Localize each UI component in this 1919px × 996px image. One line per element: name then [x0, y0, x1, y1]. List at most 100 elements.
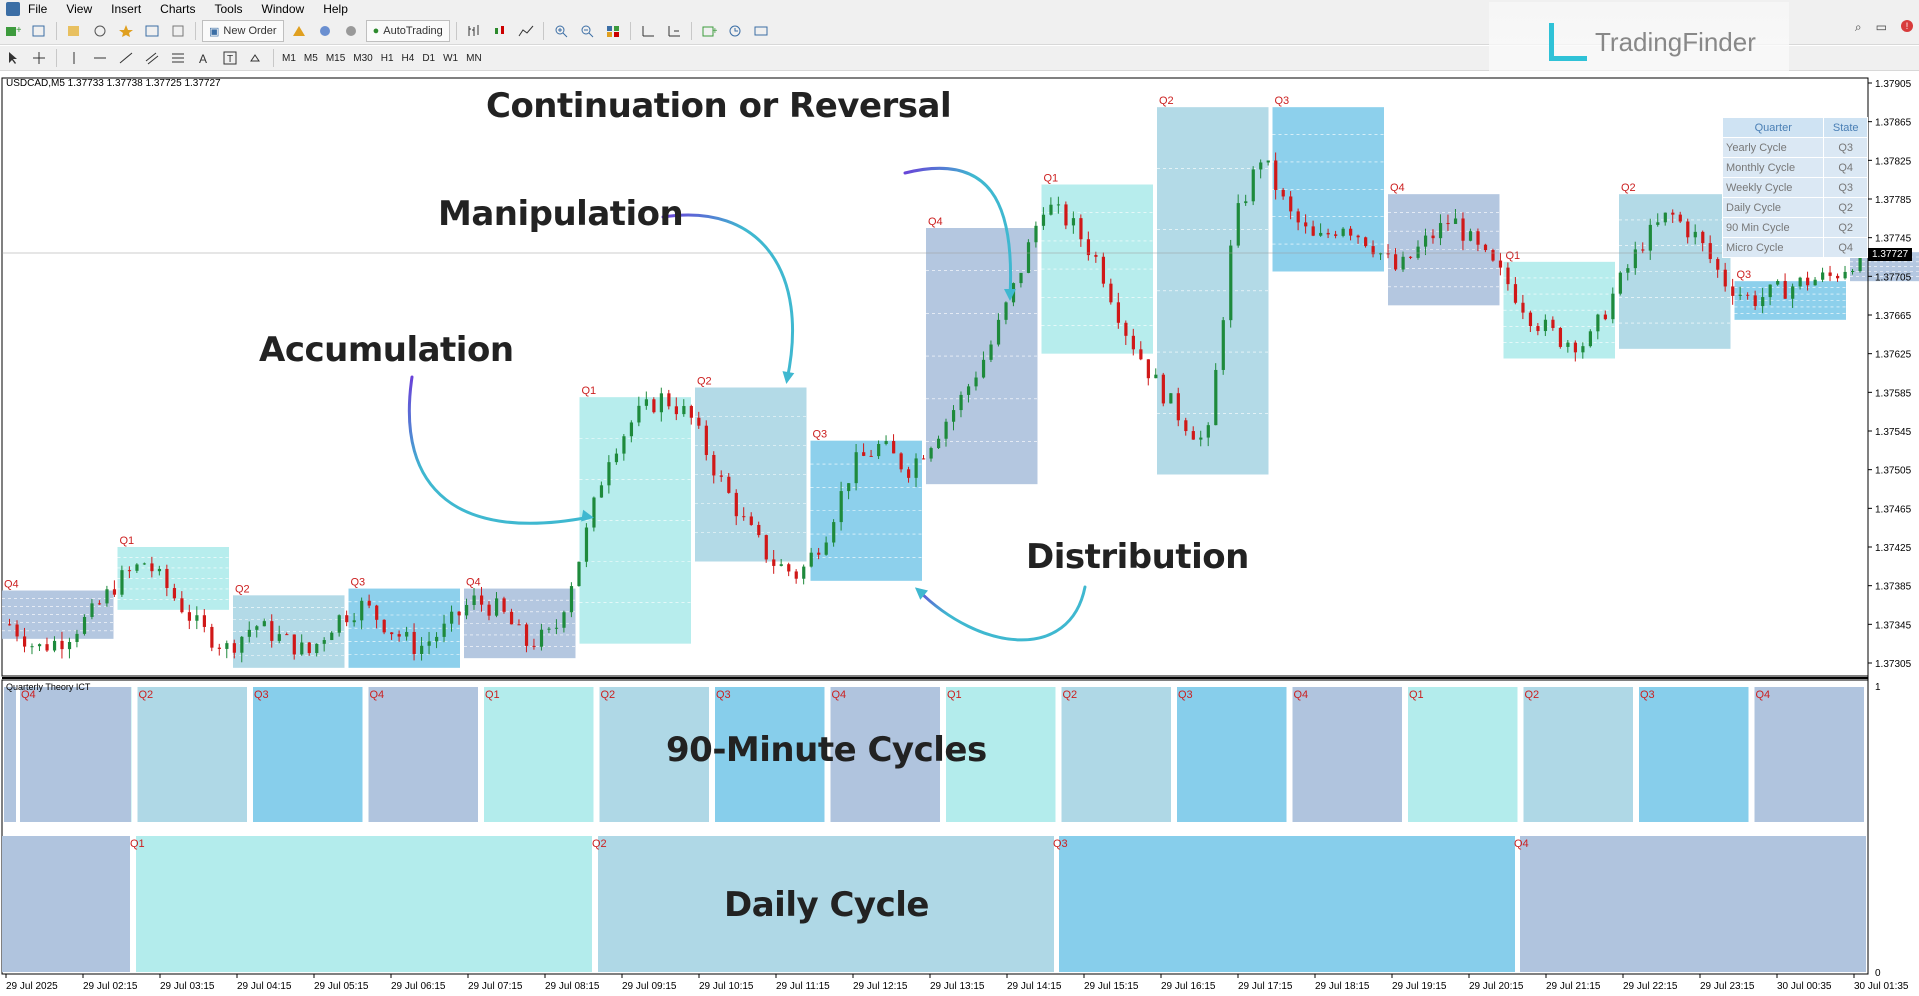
time-tick-label: 29 Jul 10:15 [699, 981, 754, 992]
candle-body [142, 563, 147, 565]
candlestick-icon[interactable] [489, 20, 511, 42]
time-tick-label: 29 Jul 07:15 [468, 981, 523, 992]
metaeditor-icon[interactable] [288, 20, 310, 42]
profiles-icon[interactable] [28, 20, 50, 42]
trendline-icon[interactable] [115, 47, 137, 69]
market-icon[interactable] [340, 20, 362, 42]
table-header-quarter: Quarter [1721, 117, 1825, 138]
menu-charts[interactable]: Charts [160, 2, 196, 16]
candle-body [1791, 286, 1795, 299]
zoom-out-icon[interactable] [576, 20, 598, 42]
chart-shift-icon[interactable] [637, 20, 659, 42]
timeframe-m30[interactable]: M30 [353, 52, 373, 64]
search-icon[interactable]: ⌕ [1854, 20, 1862, 34]
candle-body [1139, 349, 1143, 360]
menu-view[interactable]: View [66, 2, 93, 16]
candle-body [1843, 271, 1847, 279]
cycle-90-label: Q1 [1409, 689, 1424, 701]
candle-body [817, 552, 821, 555]
timeframe-h4[interactable]: H4 [401, 52, 415, 64]
periods-icon[interactable] [724, 20, 746, 42]
menu-window[interactable]: Window [261, 2, 305, 16]
quarter-label: Q2 [1159, 95, 1174, 107]
autoscroll-icon[interactable] [663, 20, 685, 42]
menu-help[interactable]: Help [323, 2, 348, 16]
candle-body [457, 611, 461, 616]
vertical-line-icon[interactable] [63, 47, 85, 69]
timeframe-w1[interactable]: W1 [443, 52, 459, 64]
candle-body [1851, 270, 1855, 272]
candle-body [1191, 431, 1195, 440]
menu-tools[interactable]: Tools [214, 2, 243, 16]
new-order-button[interactable]: ▣ New Order [202, 20, 284, 42]
signals-icon[interactable] [314, 20, 336, 42]
auto-trading-button[interactable]: ● AutoTrading [365, 20, 450, 42]
candle-body [1678, 214, 1682, 222]
candle-body [569, 586, 574, 613]
terminal-icon[interactable] [141, 20, 163, 42]
timeframe-mn[interactable]: MN [466, 52, 482, 64]
candle-body [1169, 393, 1173, 404]
svg-text:A: A [199, 52, 207, 65]
candle-body [809, 552, 813, 567]
timeframe-m5[interactable]: M5 [303, 52, 318, 64]
arrow-accumulation [407, 375, 592, 525]
horizontal-line-icon[interactable] [89, 47, 111, 69]
timeframe-h1[interactable]: H1 [380, 52, 394, 64]
timeframe-d1[interactable]: D1 [422, 52, 436, 64]
text-label-icon[interactable]: T [219, 47, 241, 69]
shapes-icon[interactable] [245, 47, 267, 69]
toolbar-separator [195, 22, 196, 40]
cycle-90-label: Q2 [1063, 689, 1078, 701]
candle-body [1199, 437, 1203, 440]
bar-chart-icon[interactable] [463, 20, 485, 42]
fibonacci-icon[interactable] [167, 47, 189, 69]
candle-body [315, 643, 319, 654]
cycle-90-label: Q4 [370, 689, 385, 701]
text-icon[interactable]: A [193, 47, 215, 69]
candle-body [1438, 223, 1443, 239]
candle-body [749, 516, 753, 525]
candle-body [345, 615, 349, 623]
crosshair-icon[interactable] [28, 47, 50, 69]
tile-windows-icon[interactable] [602, 20, 624, 42]
candle-body [1588, 331, 1592, 347]
timeframe-m1[interactable]: M1 [282, 52, 296, 64]
chart-canvas[interactable]: Q4Q1Q2Q3Q4Q1Q2Q3Q4Q1Q2Q3Q4Q1Q2Q3Q41.3790… [0, 72, 1919, 992]
new-chart-icon[interactable]: + [2, 20, 24, 42]
templates-icon[interactable] [750, 20, 772, 42]
market-watch-icon[interactable] [63, 20, 85, 42]
menu-insert[interactable]: Insert [111, 2, 142, 16]
tester-icon[interactable] [167, 20, 189, 42]
candle-body [210, 626, 214, 648]
cycle-90-label: Q1 [485, 689, 500, 701]
menu-bar: File View Insert Charts Tools Window Hel… [0, 0, 1919, 18]
candle-body [487, 604, 491, 616]
candle-body [539, 629, 544, 647]
favorites-icon[interactable] [115, 20, 137, 42]
candle-body [1131, 335, 1135, 350]
arrow-head [1004, 289, 1016, 301]
candle-body [869, 455, 873, 457]
cycle-90-block [715, 687, 825, 822]
zoom-in-icon[interactable] [550, 20, 572, 42]
candle-body [1716, 259, 1720, 270]
timeframe-m15[interactable]: M15 [325, 52, 346, 64]
quarter-label: Q3 [813, 429, 828, 441]
daily-cycle-label: Q1 [130, 838, 145, 850]
candle-body [375, 605, 379, 620]
chat-icon[interactable]: ▭ [1875, 20, 1887, 34]
cursor-icon[interactable] [2, 47, 24, 69]
channel-icon[interactable] [141, 47, 163, 69]
menu-file[interactable]: File [28, 2, 48, 16]
candle-body [1154, 374, 1158, 379]
quarter-label: Q4 [1390, 182, 1405, 194]
indicators-icon[interactable]: + [698, 20, 720, 42]
line-chart-icon[interactable] [515, 20, 537, 42]
time-tick-label: 29 Jul 05:15 [314, 981, 369, 992]
navigator-icon[interactable] [89, 20, 111, 42]
notification-icon[interactable]: ! [1901, 20, 1913, 32]
candle-body [292, 634, 296, 655]
candle-body [659, 393, 663, 413]
candle-body [607, 462, 611, 486]
